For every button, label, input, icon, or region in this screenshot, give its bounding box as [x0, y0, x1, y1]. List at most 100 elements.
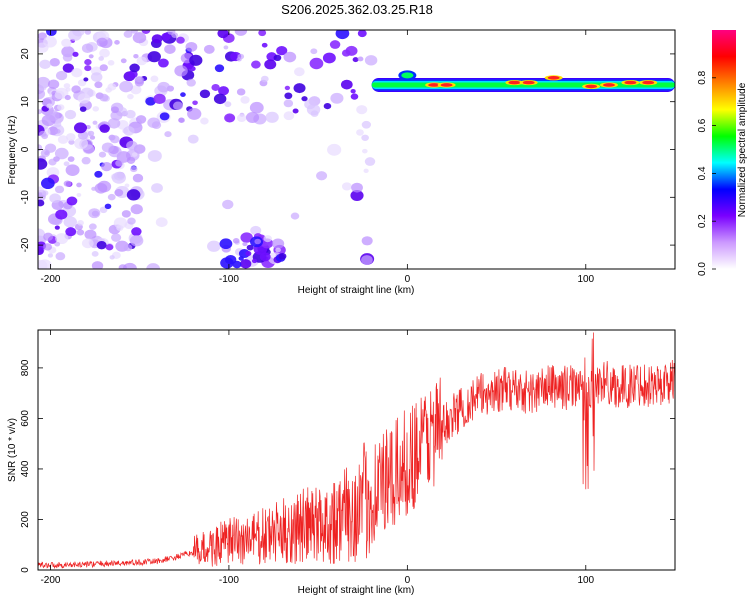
noise-blob: [251, 60, 261, 69]
noise-blob: [131, 227, 142, 236]
noise-blob: [135, 115, 147, 124]
noise-blob: [38, 259, 48, 269]
noise-blob: [155, 217, 168, 228]
noise-blob: [57, 104, 65, 111]
noise-blob: [236, 114, 247, 122]
noise-blob: [43, 232, 54, 241]
noise-blob: [301, 96, 308, 102]
noise-blob: [46, 103, 53, 109]
noise-blob: [361, 120, 372, 129]
noise-blob: [83, 77, 89, 82]
noise-blob: [119, 80, 133, 93]
noise-blob: [250, 225, 262, 236]
noise-blob: [264, 59, 277, 70]
noise-blob: [43, 36, 57, 48]
figure-title: S206.2025.362.03.25.R18: [281, 2, 433, 17]
noise-blob: [76, 192, 82, 197]
noise-blob: [54, 121, 62, 128]
noise-blob: [356, 105, 368, 115]
patch-blob: [240, 232, 253, 243]
noise-blob: [132, 173, 144, 183]
noise-blob: [283, 99, 294, 108]
noise-blob: [118, 264, 127, 269]
noise-blob: [107, 118, 121, 129]
noise-blob: [121, 210, 131, 218]
noise-blob: [55, 209, 68, 220]
patch-blob: [240, 259, 252, 269]
noise-blob: [96, 37, 108, 47]
noise-blob: [290, 212, 300, 220]
noise-blob: [49, 193, 61, 204]
noise-blob: [126, 156, 136, 164]
noise-blob: [218, 86, 230, 96]
x-tick-label: 0: [405, 575, 411, 586]
noise-blob: [99, 93, 109, 102]
colorbar-tick-label: 0.6: [697, 118, 708, 132]
noise-blob: [131, 152, 138, 157]
noise-blob: [178, 117, 185, 123]
x-tick-label: 100: [577, 575, 594, 586]
noise-blob: [92, 106, 100, 112]
noise-blob: [261, 42, 268, 48]
noise-blob: [54, 147, 69, 160]
noise-blob: [356, 129, 364, 136]
patch-blob: [242, 241, 248, 247]
noise-blob: [38, 83, 47, 92]
noise-blob: [61, 38, 72, 48]
noise-blob: [203, 44, 215, 54]
noise-blob: [200, 117, 209, 125]
noise-blob: [293, 83, 306, 94]
noise-blob: [64, 109, 77, 120]
noise-blob: [130, 85, 142, 95]
noise-blob: [126, 140, 138, 151]
noise-blob: [123, 126, 135, 136]
x-tick-label: -200: [40, 575, 60, 586]
colorbar-ticks: 0.0 0.2 0.4 0.6 0.8: [697, 70, 716, 276]
noise-blob: [146, 263, 161, 269]
y-tick-label: 10: [20, 96, 31, 108]
noise-blob: [91, 186, 97, 191]
band-hotspot: [585, 84, 598, 89]
noise-blob: [76, 182, 82, 188]
noise-blob: [63, 161, 70, 167]
noise-blob: [236, 88, 246, 96]
noise-blob: [350, 190, 364, 202]
noise-blob: [294, 67, 305, 77]
y-tick-label: 600: [20, 410, 31, 427]
noise-blob: [65, 133, 76, 142]
noise-blob: [224, 101, 232, 108]
patch-blob: [232, 238, 240, 244]
noise-blob: [46, 30, 57, 37]
patch-blob: [251, 258, 258, 264]
noise-blob: [364, 157, 376, 166]
noise-blob: [54, 185, 65, 194]
noise-blob: [47, 79, 60, 89]
noise-blob: [335, 30, 350, 40]
noise-blob: [141, 30, 151, 34]
noise-blob: [223, 45, 229, 50]
noise-blob: [68, 30, 82, 41]
noise-blob: [65, 227, 77, 237]
noise-blob: [316, 171, 328, 181]
patch-blob: [224, 254, 237, 265]
noise-blob: [224, 113, 236, 123]
snr-x-axis-label: Height of straight line (km): [298, 585, 415, 596]
noise-blob: [213, 93, 227, 105]
noise-blob: [309, 57, 324, 70]
noise-blob: [153, 93, 166, 104]
noise-blob: [41, 133, 49, 140]
noise-blob: [66, 196, 78, 206]
spectrogram-x-ticks: -200 -100 0 100: [40, 30, 595, 285]
noise-blob: [109, 255, 115, 260]
noise-blob: [362, 148, 368, 154]
noise-blob: [54, 225, 60, 230]
noise-blob: [81, 156, 91, 165]
band-bump-core: [401, 72, 414, 79]
noise-blob: [132, 32, 147, 44]
noise-blob: [98, 56, 104, 61]
noise-blob: [322, 52, 336, 64]
noise-blob: [276, 45, 288, 56]
noise-blob: [120, 58, 127, 64]
